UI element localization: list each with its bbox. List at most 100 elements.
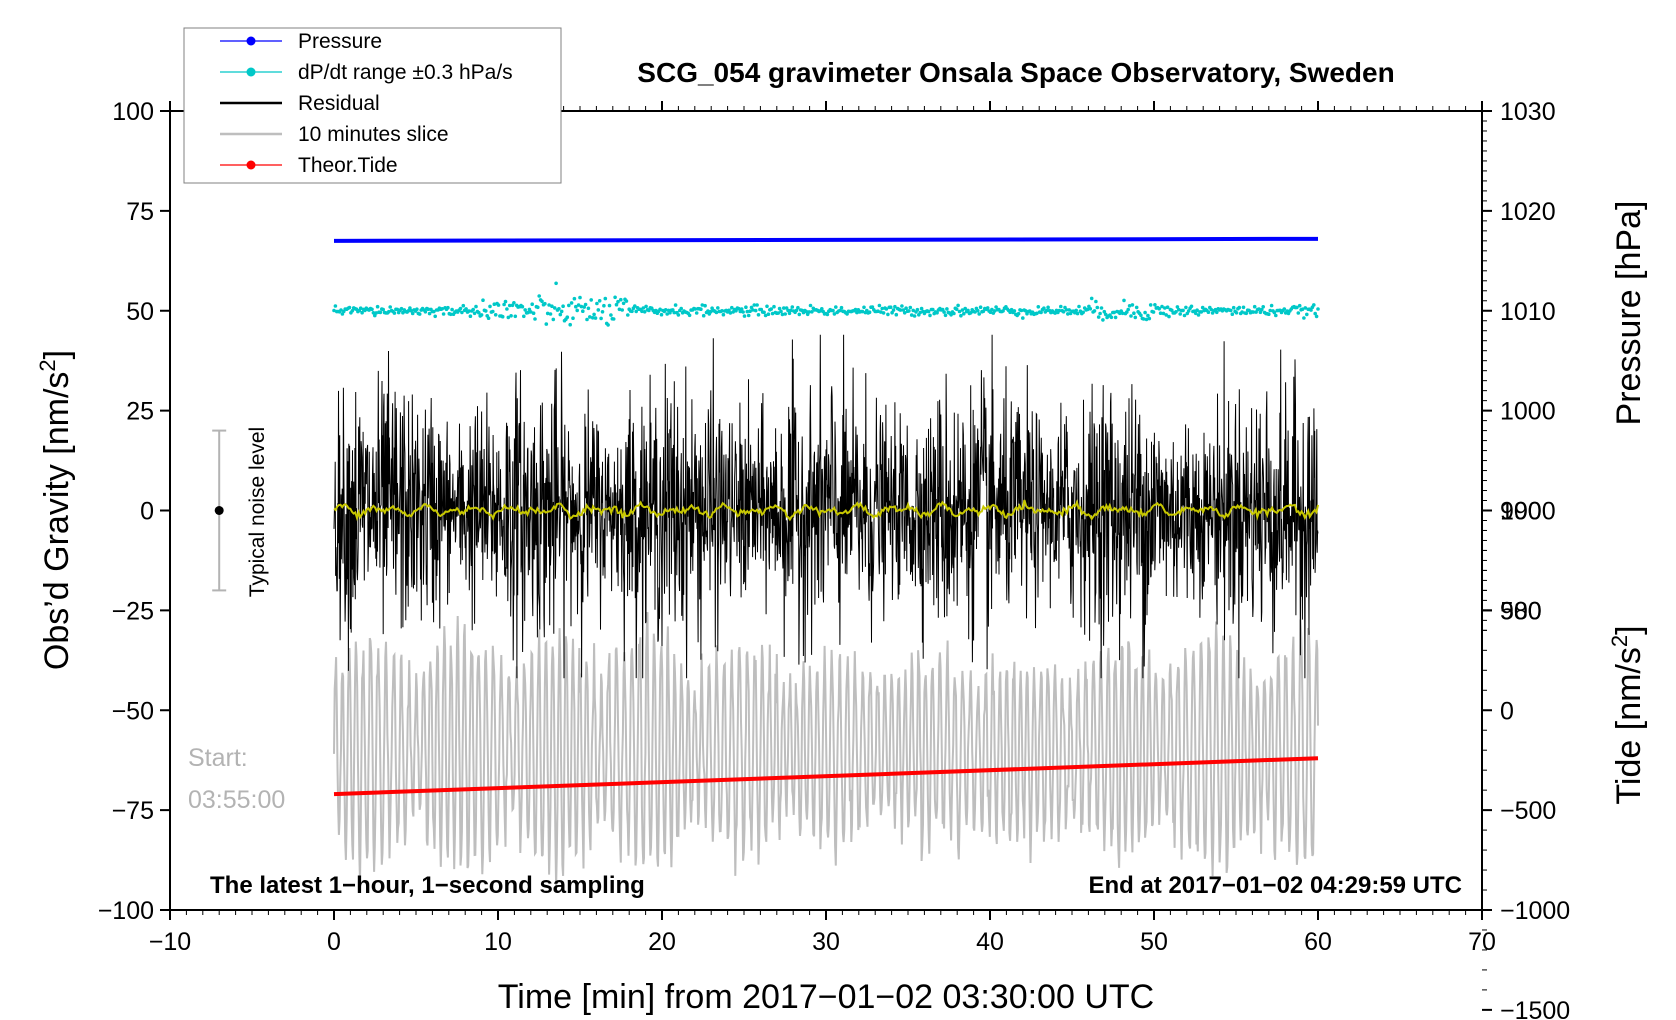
tide-tick-label: −1500 <box>1500 997 1570 1020</box>
dpdt-point <box>753 308 758 313</box>
dpdt-point <box>673 303 678 307</box>
dpdt-point <box>1316 307 1320 311</box>
dpdt-point <box>1096 315 1101 319</box>
dpdt-point <box>977 312 981 316</box>
y-axis-title-left-sup: 2 <box>35 359 60 371</box>
smoothed-residual-line <box>333 499 1319 522</box>
dpdt-point <box>1234 311 1239 315</box>
dpdt-point <box>1133 315 1138 320</box>
dpdt-series <box>332 281 1320 327</box>
dpdt-point <box>576 303 581 307</box>
legend-label: 10 minutes slice <box>298 123 449 146</box>
dpdt-point <box>1089 296 1094 301</box>
x-axis-ticks: −10 0 10 20 30 40 50 60 70 <box>149 101 1496 956</box>
dpdt-point <box>583 302 588 307</box>
dpdt-point <box>358 306 363 311</box>
end-time-annotation: End at 2017−01−02 04:29:59 UTC <box>1088 872 1462 899</box>
dpdt-point <box>770 311 775 316</box>
dpdt-point <box>959 313 963 318</box>
dpdt-point <box>1282 307 1287 311</box>
dpdt-point <box>694 311 699 315</box>
pressure-tick-label: 990 <box>1500 498 1542 526</box>
y-tick-label: 100 <box>112 98 154 126</box>
dpdt-point <box>834 305 838 309</box>
dpdt-point <box>1261 305 1265 309</box>
dpdt-point <box>374 311 379 315</box>
dpdt-point <box>378 310 383 315</box>
legend-label: Residual <box>298 92 380 115</box>
dpdt-point <box>387 309 391 314</box>
dpdt-point <box>1196 313 1201 317</box>
dpdt-point <box>766 312 771 317</box>
dpdt-point <box>642 310 647 314</box>
y-axis-title-left-main: Obs’d Gravity [nm/s <box>38 372 76 671</box>
dpdt-point <box>640 309 644 314</box>
dpdt-point <box>1184 305 1188 310</box>
noise-bar-center-dot <box>214 506 224 515</box>
dpdt-point <box>1028 309 1032 313</box>
dpdt-point <box>904 306 908 311</box>
dpdt-point <box>373 313 377 318</box>
dpdt-point <box>777 306 782 311</box>
dpdt-point <box>915 307 920 312</box>
dpdt-point <box>477 310 481 315</box>
dpdt-point <box>1143 310 1147 315</box>
dpdt-point <box>392 311 397 315</box>
dpdt-point <box>699 307 703 312</box>
dpdt-point <box>919 306 924 311</box>
dpdt-point <box>1302 316 1306 320</box>
dpdt-point <box>881 311 886 315</box>
dpdt-point <box>500 314 505 319</box>
dpdt-point <box>1148 303 1153 307</box>
dpdt-point <box>1297 303 1302 308</box>
dpdt-point <box>1314 314 1319 319</box>
dpdt-point <box>388 305 393 309</box>
dpdt-point <box>607 303 612 308</box>
dpdt-point <box>679 306 683 311</box>
dpdt-point <box>537 294 541 298</box>
dpdt-point <box>533 317 537 321</box>
dpdt-point <box>565 315 570 320</box>
dpdt-point <box>1209 307 1213 312</box>
noise-level-label: Typical noise level <box>246 427 269 597</box>
dpdt-point <box>1021 316 1025 320</box>
dpdt-point <box>962 311 966 316</box>
dpdt-point <box>898 308 903 312</box>
dpdt-point <box>810 310 814 314</box>
tide-series-line <box>333 756 1319 797</box>
dpdt-point <box>360 310 364 315</box>
dpdt-point <box>876 309 880 314</box>
dpdt-point <box>1167 314 1171 319</box>
dpdt-point <box>888 305 893 310</box>
x-tick-label: 20 <box>648 928 676 956</box>
y-tick-label: −100 <box>98 897 154 925</box>
dpdt-point <box>559 309 564 314</box>
legend-label: Theor.Tide <box>298 154 398 177</box>
dpdt-point <box>1268 308 1272 313</box>
dpdt-point <box>526 310 530 315</box>
dpdt-point <box>1300 307 1305 312</box>
dpdt-point <box>588 315 592 319</box>
pressure-tick-label: 1000 <box>1500 398 1556 426</box>
dpdt-point <box>1206 310 1211 315</box>
dpdt-point <box>479 313 484 317</box>
dpdt-point <box>1016 311 1021 316</box>
dpdt-point <box>978 305 983 310</box>
dpdt-point <box>586 306 591 311</box>
dpdt-point <box>776 311 780 315</box>
dpdt-point <box>426 307 431 312</box>
dpdt-point <box>332 308 336 313</box>
dpdt-point <box>902 311 907 315</box>
legend-label: Pressure <box>298 30 382 53</box>
dpdt-point <box>1139 313 1143 318</box>
dpdt-point <box>665 312 669 316</box>
dpdt-point <box>1146 313 1150 318</box>
dpdt-point <box>569 301 574 305</box>
dpdt-point <box>493 313 498 317</box>
dpdt-point <box>908 305 913 310</box>
dpdt-point <box>762 310 766 315</box>
dpdt-point <box>1295 305 1299 310</box>
dpdt-point <box>714 310 719 315</box>
dpdt-point <box>790 305 795 309</box>
dpdt-point <box>1303 306 1308 310</box>
